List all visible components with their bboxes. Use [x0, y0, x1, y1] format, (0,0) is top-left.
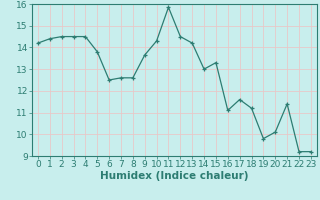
X-axis label: Humidex (Indice chaleur): Humidex (Indice chaleur) — [100, 171, 249, 181]
